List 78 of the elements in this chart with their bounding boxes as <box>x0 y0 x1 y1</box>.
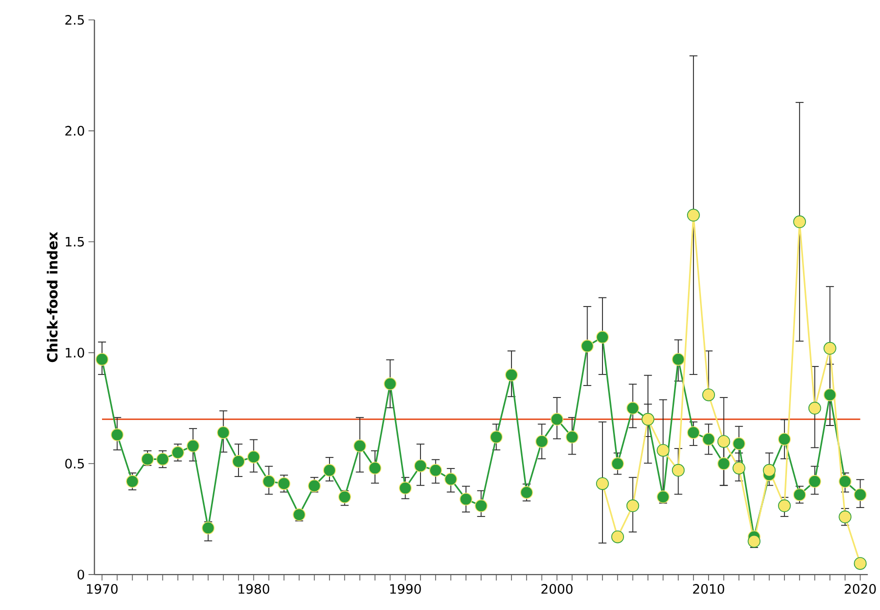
point <box>368 462 382 474</box>
point <box>232 454 245 468</box>
point <box>748 534 760 548</box>
point <box>262 474 276 488</box>
point <box>778 499 791 512</box>
point <box>824 388 836 402</box>
x-tick-label: 1980 <box>238 584 270 594</box>
point <box>702 388 715 402</box>
point <box>778 432 791 446</box>
point <box>596 477 609 490</box>
point <box>580 340 594 352</box>
point <box>762 464 776 476</box>
point <box>732 437 746 450</box>
y-tick-label: 2.5 <box>65 14 84 25</box>
point <box>308 479 321 492</box>
point <box>96 352 108 366</box>
point <box>429 464 442 476</box>
y-axis-title: Chick-food index <box>46 232 58 362</box>
point <box>732 462 746 474</box>
y-tick-label: 0.5 <box>65 458 84 468</box>
x-tick-label: 2020 <box>844 584 876 594</box>
point <box>596 330 609 344</box>
point <box>535 434 548 448</box>
y-tick-label: 1.0 <box>66 348 84 358</box>
point <box>171 446 184 459</box>
x-tick-label: 2000 <box>541 584 573 594</box>
point <box>854 488 867 501</box>
point <box>460 492 472 506</box>
point <box>474 499 488 512</box>
y-tick-label: 2.0 <box>65 126 84 136</box>
point <box>838 510 852 524</box>
x-tick-label: 1990 <box>390 584 421 594</box>
point <box>717 434 730 448</box>
x-tick-label: 1970 <box>87 584 118 594</box>
point <box>611 530 624 544</box>
point <box>702 432 715 446</box>
point <box>656 444 670 457</box>
point <box>353 439 366 452</box>
point <box>566 430 578 444</box>
point <box>414 459 427 472</box>
point <box>444 472 458 486</box>
point <box>687 426 700 439</box>
point <box>490 430 503 444</box>
point <box>520 486 533 499</box>
point <box>672 464 685 476</box>
point <box>216 426 230 439</box>
point <box>384 377 397 390</box>
x-tick-label: 2010 <box>693 584 724 594</box>
point <box>793 488 806 501</box>
point <box>126 474 139 488</box>
point <box>626 499 640 512</box>
point <box>687 208 700 222</box>
point <box>550 412 564 426</box>
point <box>505 368 518 382</box>
point <box>611 457 624 470</box>
point <box>110 428 124 441</box>
point <box>156 452 170 466</box>
point <box>292 508 306 521</box>
y-tick-label: 0 <box>78 570 84 580</box>
point <box>717 457 730 470</box>
point <box>672 352 685 366</box>
point <box>323 464 336 476</box>
point <box>202 521 215 534</box>
point <box>278 477 290 490</box>
point <box>793 215 806 228</box>
point <box>838 474 852 488</box>
point <box>808 474 822 488</box>
point <box>186 439 200 452</box>
point <box>808 402 822 414</box>
point <box>854 556 867 570</box>
point <box>338 490 352 504</box>
point <box>626 402 640 414</box>
y-tick-label: 1.5 <box>66 236 84 246</box>
point <box>656 490 670 504</box>
point <box>247 450 260 464</box>
point <box>141 452 154 466</box>
point <box>398 482 412 494</box>
point <box>824 342 836 354</box>
